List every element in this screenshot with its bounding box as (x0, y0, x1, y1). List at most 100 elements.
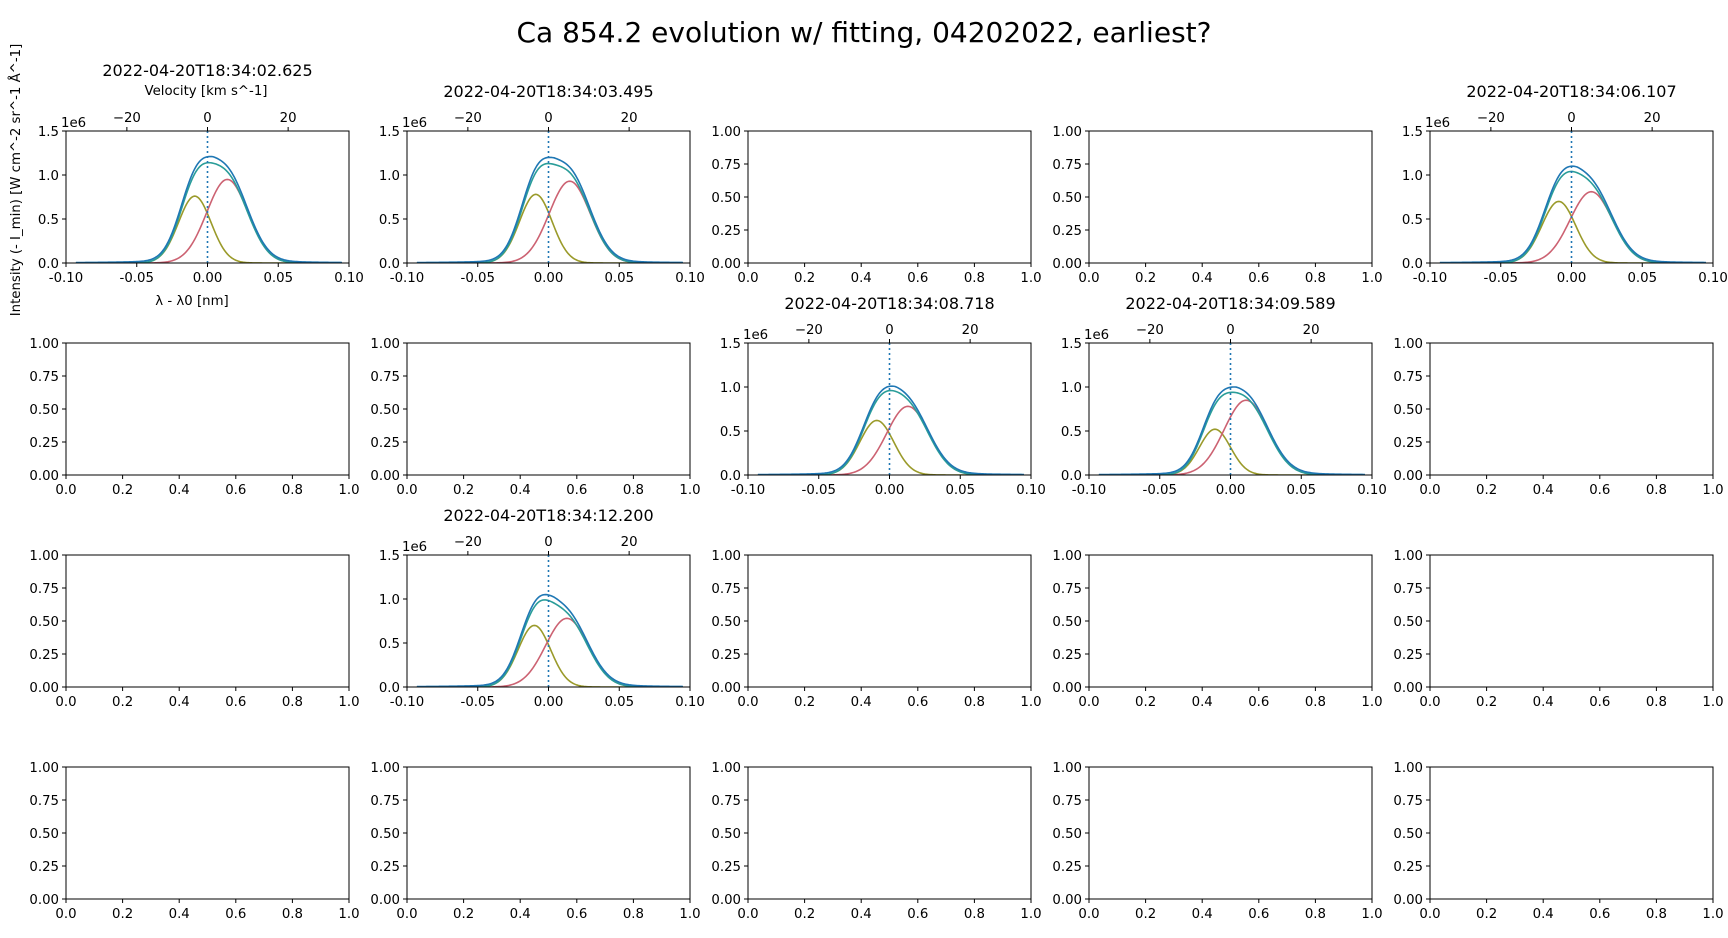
x-tick-label: 0.6 (566, 907, 587, 922)
y-tick-label: 1.5 (379, 125, 400, 140)
gaussian-red-component (416, 617, 683, 687)
x-tick-label: 0.4 (1533, 907, 1554, 922)
axes-frame (65, 342, 350, 476)
y-tick-label: 0.50 (29, 403, 59, 418)
y-tick-label: 0.75 (29, 794, 59, 809)
top-tick-label: −20 (1136, 323, 1164, 338)
observed-profile-line (1439, 165, 1706, 263)
y-tick-label: 0.0 (1402, 257, 1423, 272)
subplot-panel: 0.0 0.2 0.4 0.6 0.8 1.0 0.00 0.25 0.50 0.75 1.00 (1052, 549, 1382, 710)
x-tick-label: 0.6 (566, 483, 587, 498)
fit-total-line (75, 161, 342, 263)
x-tick-label: 0.8 (1305, 271, 1326, 286)
plot-area (757, 343, 1024, 475)
x-tick-label: -0.05 (461, 695, 495, 710)
x-tick-label: 0.4 (851, 907, 872, 922)
x-tick-label: 0.4 (851, 695, 872, 710)
subplot-panel: 0.0 0.2 0.4 0.6 0.8 1.0 0.00 0.25 0.50 0.75 1.00 (370, 337, 700, 498)
y-tick-label: 0.75 (370, 370, 400, 385)
x-tick-label: 0.05 (263, 271, 293, 286)
subplot-panel: -0.10 -0.05 0.00 0.05 0.10 0.0 0.5 1.0 1.5 −20 0 20… (720, 294, 1046, 498)
y-offset-text: 1e6 (743, 328, 768, 343)
top-tick-label: 0 (1226, 323, 1234, 338)
top-tick-label: −20 (113, 111, 141, 126)
y-tick-label: 0.25 (711, 860, 741, 875)
x-tick-label: 0.8 (1646, 907, 1667, 922)
y-tick-label: 0.00 (370, 469, 400, 484)
gaussian-blue-component (416, 193, 683, 263)
x-tick-label: 0.00 (1557, 271, 1587, 286)
gaussian-red-component (757, 405, 1024, 475)
gaussian-red-component (1098, 399, 1365, 475)
x-tick-label: -0.10 (390, 695, 424, 710)
x-tick-label: 0.2 (1135, 271, 1156, 286)
y-tick-label: 1.0 (38, 169, 59, 184)
y-tick-label: 0.25 (1052, 648, 1082, 663)
y-tick-label: 0.25 (711, 648, 741, 663)
top-tick-label: 0 (544, 111, 552, 126)
x-tick-label: 0.10 (1698, 271, 1728, 286)
y-tick-label: 0.50 (1393, 403, 1423, 418)
y-tick-label: 0.5 (1402, 213, 1423, 228)
top-tick-label: 20 (1303, 323, 1320, 338)
x-tick-label: -0.05 (802, 483, 836, 498)
x-tick-label: 0.6 (1589, 483, 1610, 498)
subplot-panel: 0.0 0.2 0.4 0.6 0.8 1.0 0.00 0.25 0.50 0.75 1.00 (711, 125, 1041, 286)
y-tick-label: 1.5 (1061, 337, 1082, 352)
axes-frame (1088, 342, 1373, 476)
x-tick-label: 0.6 (225, 907, 246, 922)
x-tick-label: 0.10 (1016, 483, 1046, 498)
x-tick-label: 1.0 (1702, 483, 1723, 498)
y-tick-label: 1.0 (379, 169, 400, 184)
x-tick-label: 0.0 (737, 271, 758, 286)
y-tick-label: 0.25 (29, 860, 59, 875)
x-tick-label: 0.8 (964, 271, 985, 286)
y-tick-label: 0.00 (29, 469, 59, 484)
observed-profile-line (1098, 386, 1365, 475)
top-tick-label: −20 (795, 323, 823, 338)
x-tick-label: 0.00 (534, 271, 564, 286)
x-tick-label: -0.05 (1143, 483, 1177, 498)
x-tick-label: 1.0 (679, 483, 700, 498)
x-tick-label: 0.4 (1533, 483, 1554, 498)
x-tick-label: 0.2 (794, 695, 815, 710)
x-tick-label: 0.4 (169, 695, 190, 710)
y-tick-label: 0.5 (1061, 425, 1082, 440)
x-tick-label: 0.2 (1476, 907, 1497, 922)
axes-frame (406, 130, 691, 264)
axes-frame (747, 766, 1032, 900)
y-tick-label: 0.50 (1393, 615, 1423, 630)
top-tick-label: −20 (1477, 111, 1505, 126)
y-tick-label: 1.5 (379, 549, 400, 564)
x-tick-label: 0.8 (1305, 695, 1326, 710)
x-tick-label: 0.05 (1627, 271, 1657, 286)
y-tick-label: 1.00 (711, 761, 741, 776)
y-tick-label: 1.00 (29, 337, 59, 352)
subplot-panel: -0.10 -0.05 0.00 0.05 0.10 0.0 0.5 1.0 1.5 −20 0 20… (1061, 294, 1387, 498)
y-tick-label: 0.25 (1393, 436, 1423, 451)
subplot-panel: 0.0 0.2 0.4 0.6 0.8 1.0 0.00 0.25 0.50 0.75 1.00 (29, 549, 359, 710)
x-tick-label: 0.0 (1078, 695, 1099, 710)
fit-total-line (416, 599, 683, 687)
subplot-grid: -0.10 -0.05 0.00 0.05 0.100.00.51.01.5−20 0 20… (29, 61, 1727, 922)
y-tick-label: 0.00 (1393, 469, 1423, 484)
x-tick-label: 0.2 (1476, 695, 1497, 710)
x-tick-label: 0.00 (875, 483, 905, 498)
x-tick-label: 0.0 (55, 907, 76, 922)
x-tick-label: 0.0 (737, 695, 758, 710)
y-offset-text: 1e6 (1084, 328, 1109, 343)
subplot-panel: 0.0 0.2 0.4 0.6 0.8 1.0 0.00 0.25 0.50 0.75 1.00 (1393, 337, 1723, 498)
x-tick-label: 0.4 (1533, 695, 1554, 710)
top-tick-label: −20 (454, 111, 482, 126)
x-tick-label: 1.0 (1020, 907, 1041, 922)
y-tick-label: 1.0 (379, 593, 400, 608)
y-tick-label: 0.00 (711, 257, 741, 272)
x-tick-label: 0.0 (1419, 483, 1440, 498)
observed-profile-line (416, 156, 683, 263)
y-tick-label: 0.25 (370, 436, 400, 451)
y-tick-label: 0.50 (370, 403, 400, 418)
x-tick-label: 0.8 (1646, 483, 1667, 498)
axes-frame (406, 342, 691, 476)
gaussian-blue-component (75, 195, 342, 263)
